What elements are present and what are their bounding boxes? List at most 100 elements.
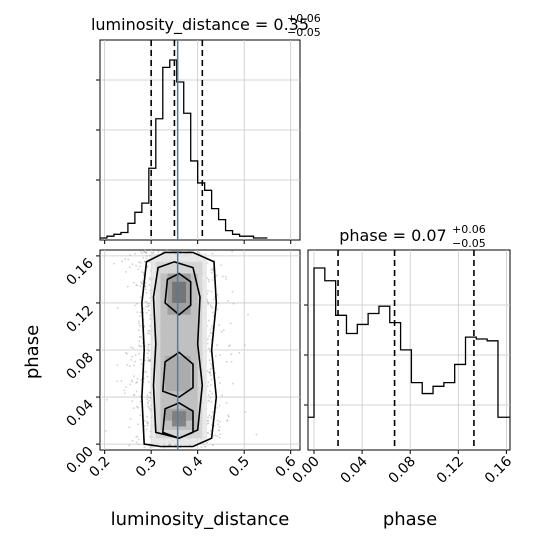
scatter-point [216, 419, 219, 422]
scatter-point [196, 250, 199, 252]
scatter-point [212, 444, 214, 447]
joint-x-tick-label-1: 0.3 [133, 454, 160, 481]
joint-y-tick-label-4: 0.16 [63, 255, 96, 288]
scatter-point [212, 315, 215, 317]
scatter-point [165, 249, 168, 252]
scatter-point [228, 345, 230, 348]
scatter-point [222, 275, 224, 278]
scatter-point [147, 360, 150, 362]
scatter-point [219, 354, 221, 356]
scatter-point [143, 326, 146, 328]
scatter-point [231, 290, 234, 293]
scatter-point [204, 445, 207, 448]
scatter-point [140, 281, 143, 284]
scatter-point [149, 289, 152, 292]
scatter-point [140, 261, 142, 264]
scatter-point [209, 390, 212, 393]
phase-title: phase = 0.07 [339, 226, 446, 245]
scatter-point [230, 361, 233, 363]
scatter-point [138, 315, 141, 317]
scatter-point [219, 421, 221, 423]
scatter-point [139, 345, 142, 348]
scatter-point [209, 429, 212, 432]
phase-title-sub: −0.05 [452, 237, 486, 250]
scatter-point [132, 375, 135, 378]
scatter-point [135, 441, 138, 444]
scatter-point [146, 394, 149, 397]
scatter-point [220, 264, 223, 266]
scatter-point [216, 344, 219, 346]
phase-bin-17 [487, 341, 498, 450]
scatter-point [207, 338, 210, 340]
scatter-point [140, 363, 143, 365]
scatter-point [147, 401, 149, 403]
scatter-point [136, 284, 139, 287]
scatter-point [148, 284, 151, 286]
scatter-point [140, 335, 143, 338]
scatter-point [137, 438, 140, 441]
scatter-point [138, 336, 141, 339]
scatter-point [214, 434, 217, 437]
lumdist-bin-2 [114, 234, 121, 240]
phase-x-tick-label-3: 0.12 [434, 454, 467, 487]
scatter-point [217, 423, 220, 426]
scatter-point [131, 355, 134, 358]
scatter-point [209, 368, 212, 371]
luminosity-distance-panel-frame [99, 39, 301, 241]
scatter-point [134, 252, 137, 255]
scatter-point [208, 359, 211, 362]
scatter-point [207, 302, 210, 304]
scatter-point [210, 269, 212, 271]
luminosity-distance-title-sub: −0.05 [287, 26, 321, 39]
scatter-point [216, 435, 219, 437]
scatter-point [113, 262, 115, 265]
scatter-point [131, 381, 134, 383]
scatter-point [211, 325, 213, 327]
scatter-point [143, 251, 146, 253]
joint-y-tick-label-1: 0.04 [63, 397, 96, 430]
phase-bin-14 [455, 364, 466, 450]
scatter-point [135, 390, 138, 393]
scatter-point [137, 443, 140, 446]
scatter-point [226, 419, 229, 422]
scatter-point [207, 416, 210, 419]
scatter-point [137, 423, 139, 426]
scatter-point [148, 381, 150, 383]
scatter-point [210, 415, 213, 418]
scatter-point [144, 300, 147, 303]
scatter-point [212, 269, 214, 272]
scatter-point [148, 277, 151, 279]
scatter-point [140, 379, 142, 381]
scatter-point [208, 371, 211, 374]
joint-x-tick-label-3: 0.5 [226, 454, 253, 481]
scatter-point [145, 291, 148, 294]
scatter-point [222, 329, 225, 332]
density-block-6 [172, 281, 187, 303]
scatter-point [206, 300, 209, 303]
scatter-point [163, 444, 165, 447]
scatter-point [146, 303, 149, 305]
scatter-point [210, 417, 213, 419]
scatter-point [216, 293, 219, 296]
scatter-point [136, 405, 138, 408]
scatter-point [136, 377, 139, 380]
scatter-point [128, 426, 131, 429]
scatter-point [147, 343, 150, 346]
phase-bin-10 [411, 383, 422, 450]
scatter-point [129, 383, 132, 386]
phase-bin-0 [308, 417, 314, 450]
phase-bin-4 [346, 334, 357, 450]
scatter-point [243, 344, 246, 347]
scatter-point [144, 359, 147, 362]
scatter-point [200, 446, 203, 448]
scatter-point [135, 382, 138, 384]
scatter-point [209, 372, 212, 375]
scatter-point [136, 435, 139, 438]
phase-bin-6 [368, 314, 379, 451]
scatter-point [148, 399, 151, 402]
scatter-point [211, 411, 214, 413]
scatter-point [123, 389, 126, 392]
scatter-point [216, 308, 219, 311]
lumdist-bin-10 [170, 60, 177, 240]
scatter-point [219, 382, 221, 384]
